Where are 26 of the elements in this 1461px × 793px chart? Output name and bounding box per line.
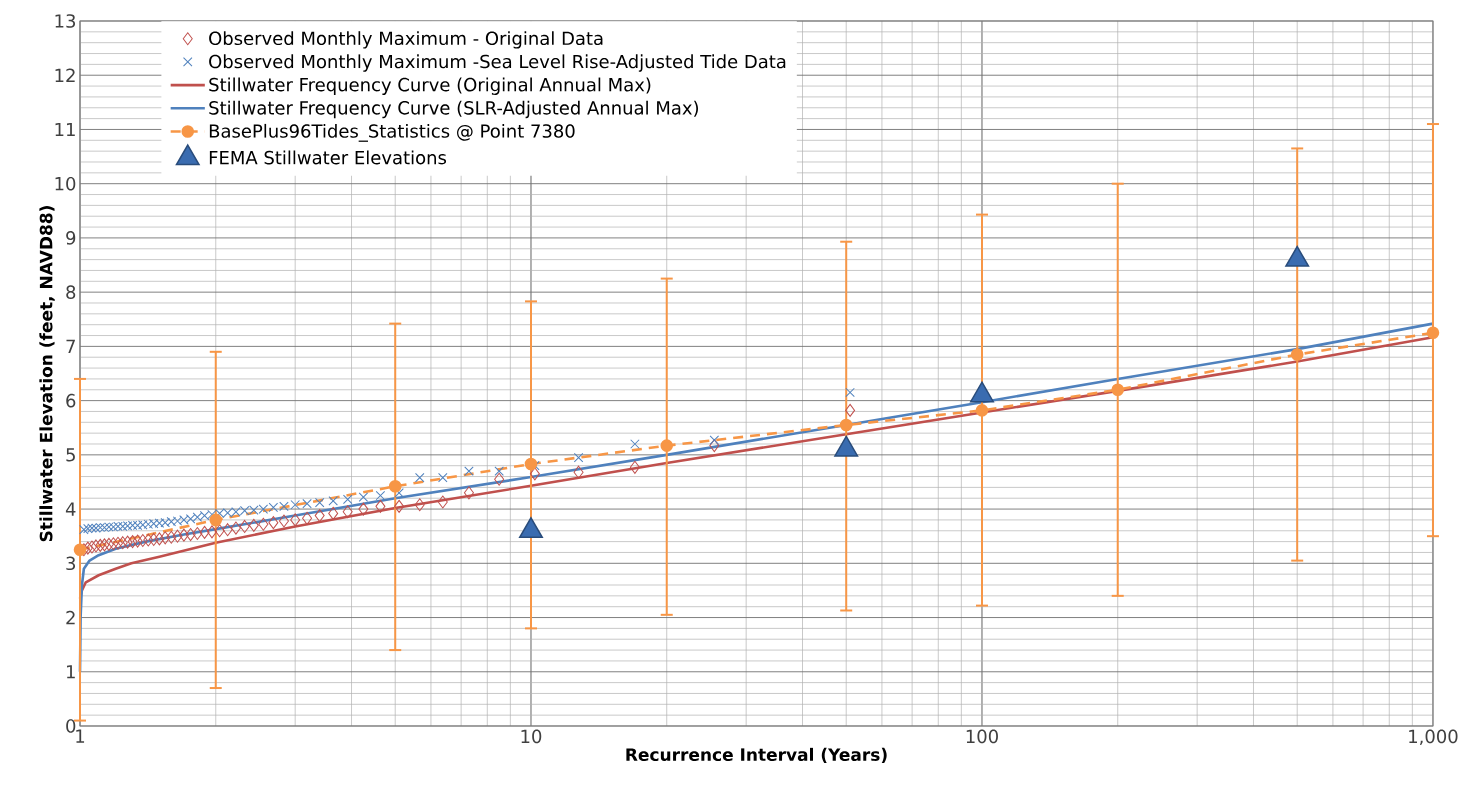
- y-axis-title: Stillwater Elevation (feet, NAVD88): [39, 206, 55, 542]
- y-tick-label: 12: [55, 68, 75, 82]
- legend-label: Observed Monthly Maximum - Original Data: [209, 31, 603, 49]
- legend-label: FEMA Stillwater Elevations: [209, 150, 447, 165]
- y-tick-label: 3: [66, 556, 76, 571]
- x-tick-label: 1: [76, 729, 85, 743]
- y-tick-label: 10: [55, 176, 76, 191]
- y-tick-label: 0: [66, 719, 76, 733]
- y-tick-label: 4: [65, 502, 76, 516]
- y-tick-label: 11: [55, 122, 75, 137]
- legend-label: Observed Monthly Maximum -Sea Level Rise-Adjusted Tide Data: [209, 54, 786, 72]
- y-tick-label: 6: [66, 393, 76, 408]
- x-tick-label: 10: [521, 729, 542, 744]
- y-tick-label: 1: [66, 665, 75, 679]
- x-tick-label: 100: [966, 729, 998, 744]
- y-tick-label: 5: [66, 448, 75, 462]
- x-axis-title: Recurrence Interval (Years): [626, 747, 887, 764]
- y-tick-label: 8: [66, 285, 76, 299]
- x-tick-label: 1,000: [1409, 729, 1458, 745]
- legend-label: Stillwater Frequency Curve (Original Annual Max): [209, 77, 651, 95]
- legend-label: Stillwater Frequency Curve (SLR-Adjusted Annual Max): [209, 100, 699, 119]
- y-tick-label: 2: [66, 610, 75, 625]
- y-tick-label: 9: [66, 231, 76, 245]
- legend-label: BasePlus96Tides_Statistics @ Point 7380: [209, 123, 575, 142]
- y-tick-label: 13: [55, 14, 76, 28]
- y-tick-label: 7: [66, 339, 75, 353]
